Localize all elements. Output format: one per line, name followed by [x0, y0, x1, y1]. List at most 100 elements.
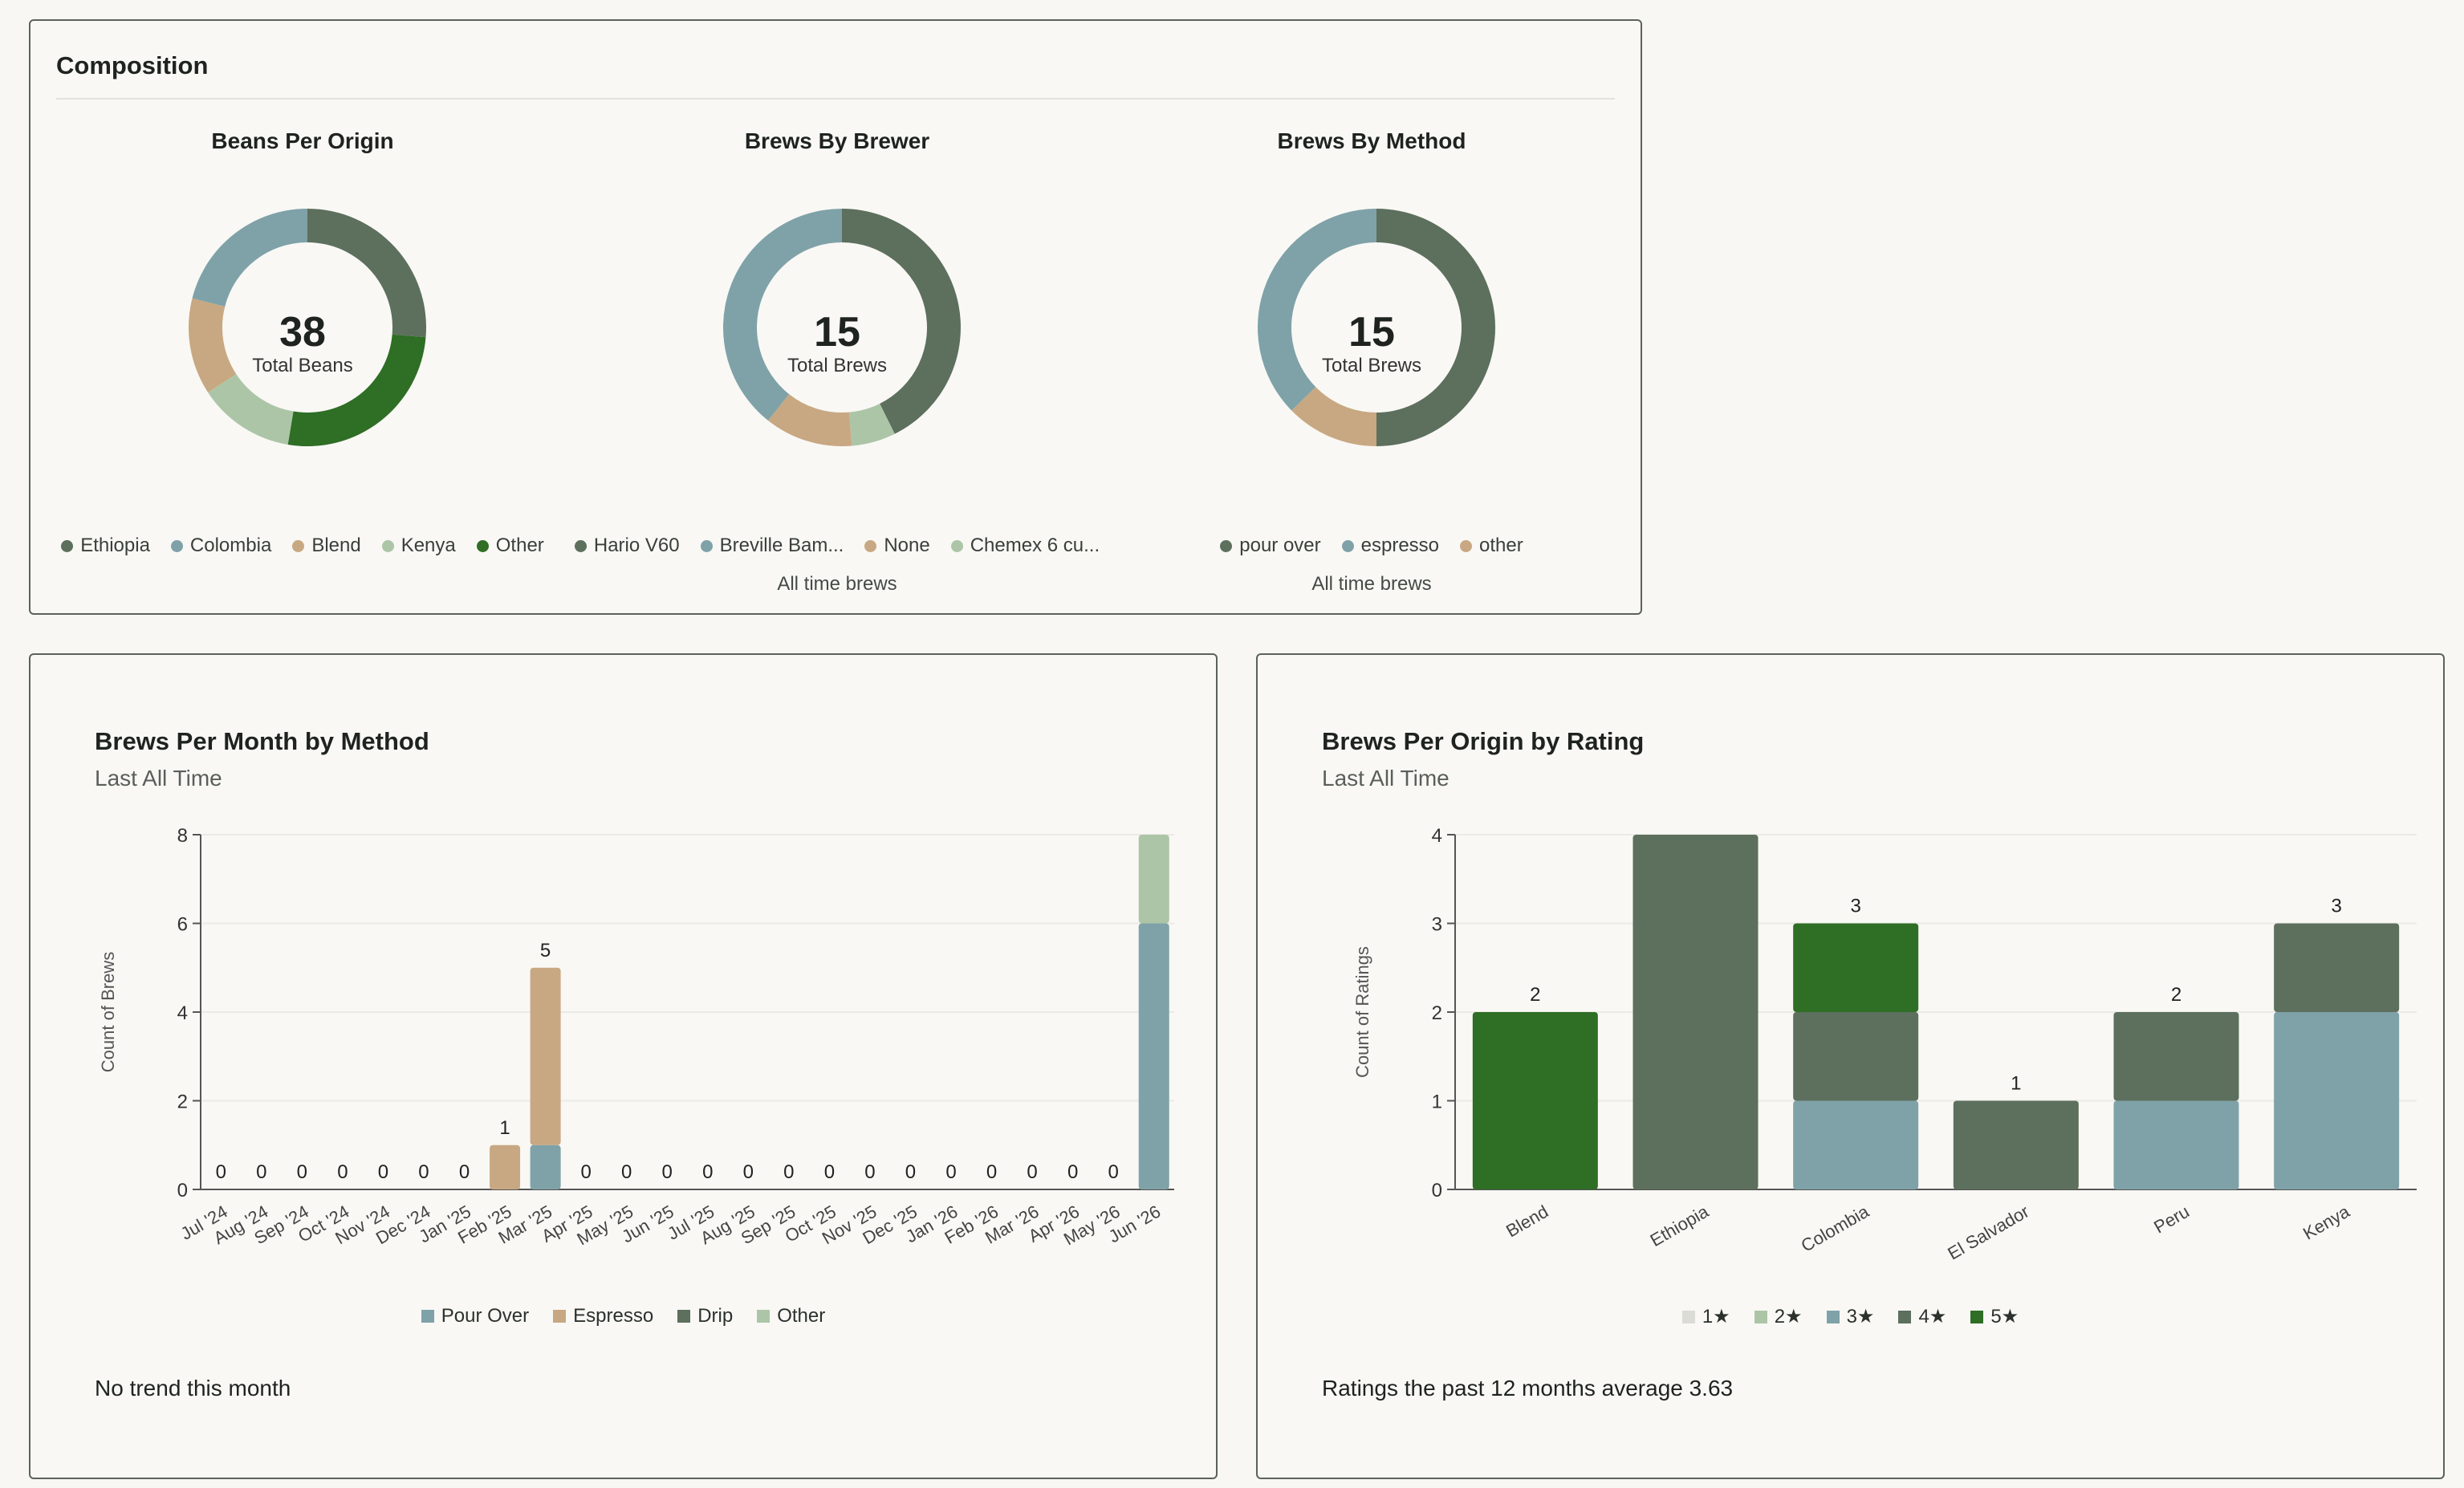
legend-swatch — [757, 1310, 771, 1323]
y-tick-label: 2 — [177, 1092, 188, 1113]
donut-slice-other[interactable] — [287, 334, 426, 446]
legend-item-ethiopia[interactable]: Ethiopia — [61, 535, 150, 557]
legend-item-other[interactable]: Other — [757, 1305, 825, 1327]
legend-item-none[interactable]: None — [864, 535, 930, 557]
donut-chart[interactable] — [1256, 207, 1497, 448]
donut-slice-chemex-6-cu[interactable] — [848, 403, 895, 446]
legend-label: Breville Bam... — [719, 535, 844, 556]
legend-item-chemex-6-cu[interactable]: Chemex 6 cu... — [950, 535, 1100, 557]
legend-label: Hario V60 — [593, 535, 680, 556]
y-tick-label: 2 — [1432, 1002, 1442, 1024]
chart-legend: 1★ 2★ 3★ 4★ 5★ — [1258, 1305, 2443, 1328]
composition-card: Composition Beans Per Origin 38 Total Be… — [29, 19, 1642, 615]
legend-item-espresso[interactable]: espresso — [1341, 535, 1440, 557]
legend-swatch — [421, 1310, 434, 1323]
bar-segment-blend-5[interactable] — [1472, 1012, 1598, 1189]
legend-item-other[interactable]: Other — [476, 535, 544, 557]
bar-segment-jun-26-pour-over[interactable] — [1138, 923, 1169, 1190]
legend-label: Pour Over — [441, 1305, 530, 1327]
y-tick-label: 4 — [1432, 825, 1442, 847]
donut-slice-ethiopia[interactable] — [307, 209, 426, 338]
chart-title: Brews Per Origin by Rating — [1322, 727, 1645, 755]
legend-item-2[interactable]: 2★ — [1754, 1305, 1803, 1328]
data-label: 0 — [459, 1161, 470, 1183]
chart-footer: Ratings the past 12 months average 3.63 — [1322, 1376, 1734, 1401]
legend-swatch — [1460, 539, 1473, 552]
legend-item-hario-v60[interactable]: Hario V60 — [574, 535, 680, 557]
bar-segment-ethiopia-4[interactable] — [1633, 835, 1759, 1189]
legend-item-4[interactable]: 4★ — [1898, 1305, 1946, 1328]
bar-segment-colombia-3[interactable] — [1793, 1100, 1919, 1190]
donut-brews-by-method: Brews By Method 15 Total Brews pour over… — [1103, 21, 1641, 616]
legend-swatch — [574, 539, 587, 552]
bar-segment-mar-25-pour-over[interactable] — [530, 1144, 561, 1189]
bar-segment-colombia-4[interactable] — [1793, 1012, 1919, 1101]
legend-item-pour-over[interactable]: pour over — [1220, 535, 1321, 557]
legend-swatch — [61, 539, 74, 552]
legend-item-other[interactable]: other — [1460, 535, 1523, 557]
donut-slice-hario-v60[interactable] — [842, 209, 961, 434]
donut-beans-per-origin: Beans Per Origin 38 Total Beans Ethiopia… — [34, 21, 571, 616]
legend-swatch — [1826, 1310, 1840, 1323]
data-label: 0 — [702, 1161, 713, 1183]
legend-item-5[interactable]: 5★ — [1970, 1305, 2019, 1328]
donut-slice-espresso[interactable] — [1258, 209, 1376, 411]
bar-segment-colombia-5[interactable] — [1793, 923, 1919, 1013]
legend-label: 5★ — [1990, 1306, 2019, 1327]
donut-total-label: Total Brews — [787, 355, 888, 376]
legend-label: Drip — [697, 1305, 734, 1327]
section-title: Composition — [56, 51, 209, 79]
legend-label: Blend — [311, 535, 361, 556]
y-tick-label: 3 — [1432, 914, 1442, 936]
chart-footer: No trend this month — [95, 1376, 291, 1401]
donut-legend: Ethiopia Colombia Blend Kenya Other — [34, 535, 571, 557]
data-label: 0 — [1108, 1161, 1119, 1183]
donut-chart[interactable] — [187, 207, 428, 448]
donut-slice-other[interactable] — [1291, 387, 1376, 446]
legend-swatch — [1341, 539, 1354, 552]
bar-segment-kenya-4[interactable] — [2274, 923, 2400, 1013]
donut-slice-blend[interactable] — [189, 298, 237, 392]
legend-swatch — [1681, 1310, 1695, 1323]
brews-per-month-card: Brews Per Month by Method Last All Time … — [29, 653, 1218, 1479]
y-axis-label: Count of Brews — [98, 952, 118, 1072]
bar-segment-peru-3[interactable] — [2113, 1100, 2239, 1190]
bar-segment-peru-4[interactable] — [2113, 1012, 2239, 1101]
x-tick-label: Colombia — [1798, 1201, 1873, 1255]
donut-total: 15 — [1348, 309, 1395, 356]
legend-label: 4★ — [1918, 1306, 1947, 1327]
legend-item-drip[interactable]: Drip — [677, 1305, 733, 1327]
legend-item-breville-bam[interactable]: Breville Bam... — [700, 535, 844, 557]
legend-swatch — [1898, 1310, 1912, 1323]
legend-label: Colombia — [189, 535, 272, 556]
divider — [56, 98, 1615, 100]
legend-item-blend[interactable]: Blend — [292, 535, 361, 557]
donut-slice-none[interactable] — [768, 394, 852, 446]
legend-swatch — [381, 539, 394, 552]
legend-item-3[interactable]: 3★ — [1826, 1305, 1874, 1328]
legend-item-pour-over[interactable]: Pour Over — [421, 1305, 529, 1327]
donut-slice-kenya[interactable] — [208, 373, 294, 445]
bar-segment-el-salvador-4[interactable] — [1953, 1100, 2079, 1190]
bar-segment-jun-26-other[interactable] — [1138, 835, 1169, 924]
chart-title: Brews Per Month by Method — [95, 727, 429, 755]
y-tick-label: 4 — [177, 1002, 188, 1024]
legend-label: espresso — [1360, 535, 1440, 556]
legend-item-1[interactable]: 1★ — [1681, 1305, 1730, 1328]
donut-total: 15 — [814, 309, 860, 356]
bar-segment-mar-25-espresso[interactable] — [530, 967, 561, 1145]
legend-label: None — [884, 535, 930, 556]
legend-item-kenya[interactable]: Kenya — [381, 535, 456, 557]
data-label: 0 — [621, 1161, 632, 1183]
legend-label: Chemex 6 cu... — [970, 535, 1100, 556]
donut-chart[interactable] — [722, 207, 962, 448]
donut-slice-pour-over[interactable] — [1376, 209, 1495, 446]
donut-slice-breville-bam[interactable] — [723, 209, 842, 421]
bar-segment-feb-25-espresso[interactable] — [490, 1144, 521, 1189]
bar-segment-kenya-3[interactable] — [2274, 1012, 2400, 1189]
donut-slice-colombia[interactable] — [192, 209, 307, 307]
legend-item-espresso[interactable]: Espresso — [553, 1305, 653, 1327]
legend-item-colombia[interactable]: Colombia — [170, 535, 272, 557]
data-label: 0 — [743, 1161, 754, 1183]
